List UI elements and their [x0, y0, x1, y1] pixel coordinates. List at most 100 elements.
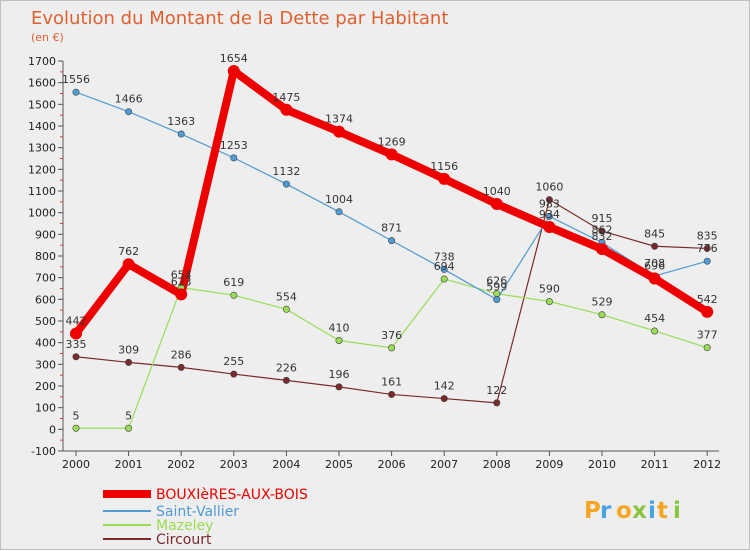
data-point: [335, 208, 343, 216]
legend-label: Saint-Vallier: [156, 504, 239, 520]
data-label: 832: [592, 230, 613, 243]
logo-letter: t: [657, 498, 668, 524]
data-point: [543, 220, 556, 233]
data-point: [125, 108, 133, 116]
data-label: 376: [381, 329, 402, 342]
data-point: [545, 297, 553, 305]
data-point: [598, 227, 606, 235]
y-tick-label: 500: [35, 315, 56, 328]
data-point: [545, 212, 553, 220]
x-tick-label: 2003: [220, 458, 248, 471]
data-point: [227, 64, 240, 77]
data-point: [333, 125, 345, 138]
data-point: [651, 327, 659, 335]
data-point: [493, 399, 501, 407]
data-label: 862: [592, 224, 613, 237]
y-tick-label: 1500: [28, 98, 56, 111]
data-point: [230, 291, 238, 299]
x-tick-label: 2007: [430, 458, 458, 471]
data-point: [440, 265, 448, 273]
data-label: 871: [381, 222, 402, 235]
data-label: 442: [66, 315, 87, 328]
data-point: [230, 370, 238, 378]
data-label: 1004: [325, 193, 353, 206]
data-label: 196: [329, 368, 350, 381]
data-label: 454: [644, 312, 665, 325]
data-label: 410: [329, 322, 350, 335]
y-tick-label: 1700: [28, 55, 56, 68]
data-point: [70, 327, 82, 340]
data-point: [703, 257, 711, 265]
series-points: [70, 64, 714, 432]
data-point: [648, 272, 661, 285]
logo-letter: i: [673, 498, 681, 524]
data-point: [490, 198, 503, 210]
data-label: 654: [171, 269, 192, 282]
y-tick-label: -100: [31, 445, 56, 458]
data-label: 599: [486, 281, 507, 294]
y-tick-label: 900: [35, 228, 56, 241]
x-tick-label: 2011: [641, 458, 669, 471]
data-label: 696: [644, 260, 665, 273]
series-line-0: [72, 66, 712, 338]
y-tick-label: 100: [35, 402, 56, 415]
logo-letter: o: [616, 498, 632, 524]
data-label: 226: [276, 361, 297, 374]
data-label: 983: [539, 197, 560, 210]
data-label: 335: [66, 338, 87, 351]
y-tick-label: 400: [35, 337, 56, 350]
data-point: [175, 288, 188, 301]
data-point: [335, 383, 343, 391]
data-point: [440, 395, 448, 403]
data-label: 1374: [325, 113, 353, 126]
data-label: 590: [539, 283, 560, 296]
data-label: 1132: [272, 165, 300, 178]
logo-letter: x: [632, 498, 647, 524]
data-point: [596, 243, 608, 256]
data-point: [438, 172, 451, 185]
data-label: 915: [592, 212, 613, 225]
x-tick-label: 2000: [62, 458, 90, 471]
data-point: [388, 344, 396, 352]
y-tick-label: 1100: [28, 185, 56, 198]
data-label: 1475: [272, 91, 300, 104]
data-point: [651, 242, 659, 250]
data-point: [388, 237, 396, 245]
data-point: [72, 353, 80, 361]
data-point: [703, 344, 711, 352]
legend-label: BOUXIèRES-AUX-BOIS: [156, 487, 308, 503]
data-point: [72, 424, 80, 432]
data-label: 554: [276, 290, 297, 303]
data-label: 5: [73, 409, 80, 422]
y-tick-label: 1000: [28, 207, 56, 220]
data-label: 845: [644, 227, 665, 240]
y-tick-label: 1300: [28, 142, 56, 155]
x-tick-label: 2010: [588, 458, 616, 471]
data-point: [701, 305, 714, 318]
logo-letter: P: [584, 498, 601, 524]
data-point: [598, 311, 606, 319]
data-label: 1556: [62, 73, 90, 86]
data-label: 309: [118, 343, 139, 356]
data-label: 626: [486, 275, 507, 288]
data-label: 542: [697, 293, 718, 306]
data-label: 1060: [535, 181, 563, 194]
y-tick-label: 700: [35, 272, 56, 285]
data-point: [177, 130, 185, 138]
data-label: 934: [539, 208, 560, 221]
x-tick-label: 2002: [167, 458, 195, 471]
data-label: 1654: [220, 52, 248, 65]
x-tick-label: 2001: [115, 458, 143, 471]
y-tick-label: 1600: [28, 77, 56, 90]
data-labels: 335 309 286 255 226 196 161 142 122 1060 915 845 835…: [62, 52, 718, 422]
x-tick-label: 2004: [272, 458, 300, 471]
data-label: 694: [434, 260, 455, 273]
chart-title: Evolution du Montant de la Dette par Hab…: [31, 8, 448, 29]
y-tick-label: 600: [35, 293, 56, 306]
data-label: 619: [223, 276, 244, 289]
legend: BOUXIèRES-AUX-BOISSaint-VallierMazeleyCi…: [103, 487, 308, 548]
data-point: [703, 244, 711, 252]
data-point: [125, 424, 133, 432]
